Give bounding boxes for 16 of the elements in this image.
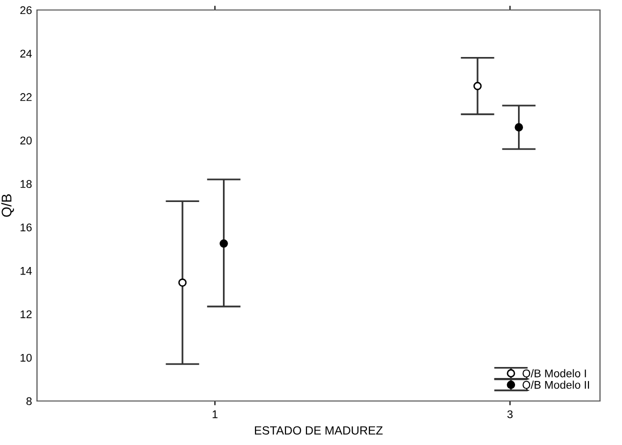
x-axis-title: ESTADO DE MADUREZ xyxy=(254,426,383,435)
y-tick-label: 24 xyxy=(20,50,32,58)
x-tick-label: 1 xyxy=(212,410,218,418)
y-tick-label: 10 xyxy=(20,354,32,362)
y-tick-label: 18 xyxy=(20,180,32,188)
x-tick-label: 3 xyxy=(507,410,513,418)
legend-label: Q/B Modelo I xyxy=(522,369,586,380)
y-tick-label: 20 xyxy=(20,136,32,144)
legend-label: Q/B Modelo II xyxy=(522,380,589,391)
y-tick-label: 22 xyxy=(20,93,32,101)
y-tick-label: 8 xyxy=(26,397,32,406)
y-tick-label: 16 xyxy=(20,223,32,232)
y-axis-title: Q/B xyxy=(1,194,14,217)
y-tick-label: 12 xyxy=(20,310,32,318)
y-tick-label: 26 xyxy=(20,6,32,14)
y-tick-label: 14 xyxy=(20,267,32,275)
